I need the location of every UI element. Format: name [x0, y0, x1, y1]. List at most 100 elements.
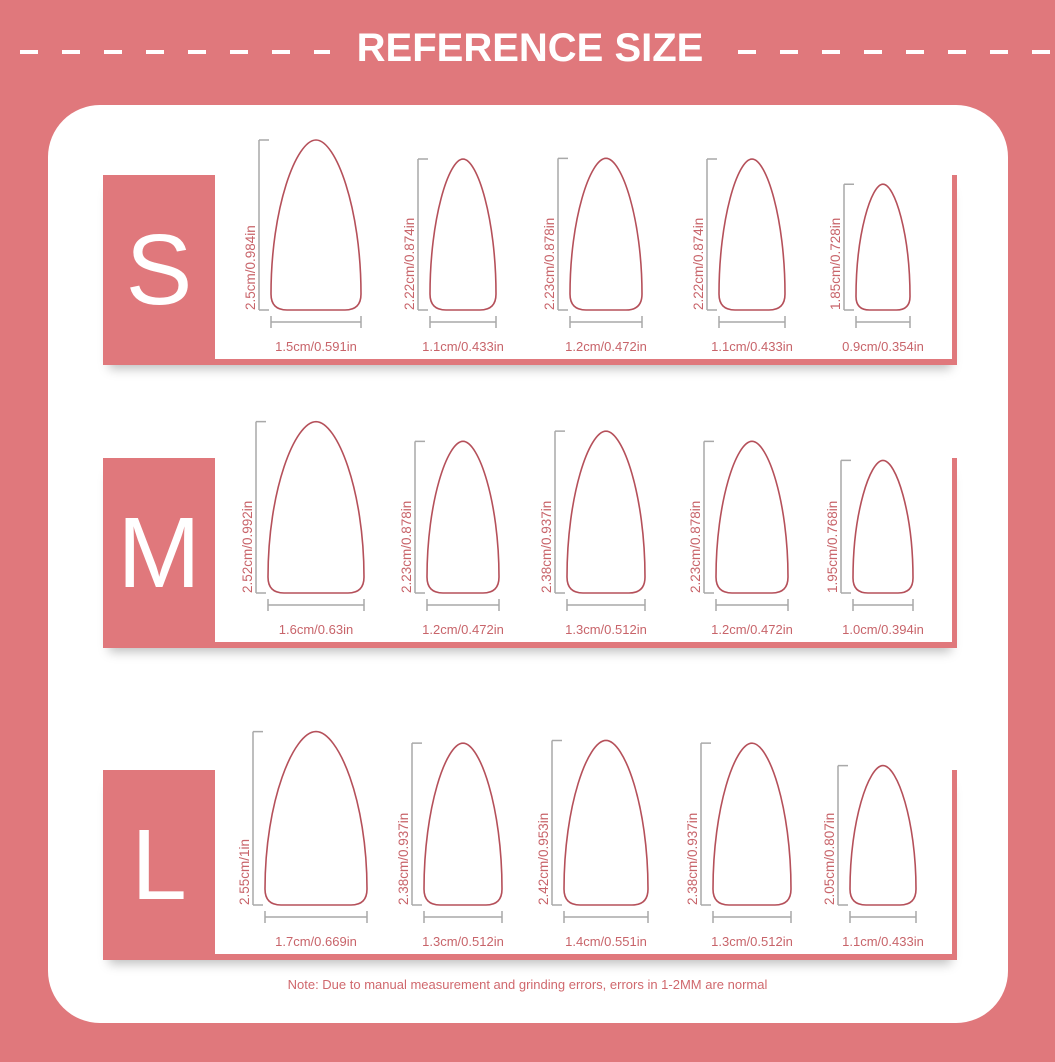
width-label: 1.2cm/0.472in: [711, 622, 793, 637]
width-label: 1.1cm/0.433in: [422, 339, 504, 354]
width-label: 1.2cm/0.472in: [565, 339, 647, 354]
nail-diagram: 2.23cm/0.878in 1.2cm/0.472in: [542, 157, 647, 354]
nail-diagrams: 2.55cm/1in 1.7cm/0.669in 2.38cm/0.937in 1.3…: [237, 730, 924, 949]
width-ruler: [423, 911, 503, 923]
nail-outline: [849, 764, 917, 906]
nail-outline: [270, 139, 362, 311]
length-ruler: [706, 158, 717, 311]
width-ruler: [267, 599, 365, 611]
nail-diagram: 2.23cm/0.878in 1.2cm/0.472in: [688, 440, 793, 637]
width-label: 1.3cm/0.512in: [565, 622, 647, 637]
length-label: 2.23cm/0.878in: [542, 218, 557, 310]
length-ruler: [700, 742, 711, 906]
nail-outline: [569, 157, 643, 311]
length-ruler: [411, 742, 422, 906]
nail-outline: [563, 739, 649, 906]
length-label: 1.85cm/0.728in: [828, 218, 843, 310]
length-ruler: [417, 158, 428, 311]
header: REFERENCE SIZE: [0, 22, 1055, 82]
width-ruler: [712, 911, 792, 923]
length-label: 2.38cm/0.937in: [685, 813, 700, 905]
length-ruler: [557, 157, 568, 311]
length-ruler: [837, 764, 848, 906]
length-label: 2.23cm/0.878in: [399, 501, 414, 593]
nail-outline: [426, 440, 500, 594]
width-ruler: [426, 599, 500, 611]
width-label: 0.9cm/0.354in: [842, 339, 924, 354]
nail-outline: [264, 730, 368, 906]
page-title: REFERENCE SIZE: [356, 26, 704, 70]
width-label: 1.2cm/0.472in: [422, 622, 504, 637]
length-ruler: [252, 730, 263, 906]
width-ruler: [563, 911, 649, 923]
width-ruler: [264, 911, 368, 923]
length-label: 2.05cm/0.807in: [822, 813, 837, 905]
nail-diagrams: 2.5cm/0.984in 1.5cm/0.591in 2.22cm/0.874in…: [243, 139, 924, 354]
length-label: 2.22cm/0.874in: [691, 218, 706, 310]
width-label: 1.1cm/0.433in: [711, 339, 793, 354]
nail-outline: [566, 430, 646, 594]
length-ruler: [554, 430, 565, 594]
nail-diagram: 2.22cm/0.874in 1.1cm/0.433in: [402, 158, 504, 354]
length-ruler: [258, 139, 269, 311]
row-frame: [103, 175, 957, 365]
nail-diagram: 2.55cm/1in 1.7cm/0.669in: [237, 730, 368, 949]
nail-diagram: 2.22cm/0.874in 1.1cm/0.433in: [691, 158, 793, 354]
width-label: 1.4cm/0.551in: [565, 934, 647, 949]
length-label: 2.22cm/0.874in: [402, 218, 417, 310]
nail-diagram: 2.38cm/0.937in 1.3cm/0.512in: [685, 742, 793, 949]
nail-diagram: 2.52cm/0.992in 1.6cm/0.63in: [240, 420, 365, 637]
nail-diagram: 2.38cm/0.937in 1.3cm/0.512in: [396, 742, 504, 949]
nail-outline: [855, 183, 911, 311]
length-label: 1.95cm/0.768in: [825, 501, 840, 593]
nail-diagram: 2.5cm/0.984in 1.5cm/0.591in: [243, 139, 362, 354]
nail-outline: [429, 158, 497, 311]
width-label: 1.5cm/0.591in: [275, 339, 357, 354]
width-label: 1.6cm/0.63in: [279, 622, 353, 637]
nail-outline: [718, 158, 786, 311]
width-label: 1.3cm/0.512in: [711, 934, 793, 949]
dash-divider-left: [20, 50, 330, 54]
length-label: 2.55cm/1in: [237, 839, 252, 905]
size-label: L: [103, 770, 215, 960]
width-ruler: [270, 316, 362, 328]
length-label: 2.38cm/0.937in: [539, 501, 554, 593]
measurement-note: Note: Due to manual measurement and grin…: [287, 977, 768, 992]
width-ruler: [569, 316, 643, 328]
length-ruler: [255, 420, 266, 594]
width-ruler: [852, 599, 914, 611]
length-ruler: [840, 459, 851, 594]
length-ruler: [843, 183, 854, 311]
dash-divider-right: [738, 50, 1055, 54]
row-frame: [103, 458, 957, 648]
width-ruler: [566, 599, 646, 611]
length-label: 2.5cm/0.984in: [243, 225, 258, 310]
length-ruler: [551, 739, 562, 906]
width-ruler: [855, 316, 911, 328]
length-label: 2.38cm/0.937in: [396, 813, 411, 905]
width-ruler: [849, 911, 917, 923]
nail-diagram: 1.95cm/0.768in 1.0cm/0.394in: [825, 459, 924, 637]
size-label: S: [103, 175, 215, 365]
nail-outline: [715, 440, 789, 594]
length-label: 2.23cm/0.878in: [688, 501, 703, 593]
size-label: M: [103, 458, 215, 648]
width-label: 1.7cm/0.669in: [275, 934, 357, 949]
width-ruler: [429, 316, 497, 328]
width-label: 1.0cm/0.394in: [842, 622, 924, 637]
nail-diagram: 2.23cm/0.878in 1.2cm/0.472in: [399, 440, 504, 637]
nail-diagram: 2.42cm/0.953in 1.4cm/0.551in: [536, 739, 649, 949]
width-ruler: [718, 316, 786, 328]
nail-diagram: 1.85cm/0.728in 0.9cm/0.354in: [828, 183, 924, 354]
nail-diagrams: 2.52cm/0.992in 1.6cm/0.63in 2.23cm/0.878in…: [240, 420, 924, 637]
length-ruler: [703, 440, 714, 594]
nail-diagram: 2.05cm/0.807in 1.1cm/0.433in: [822, 764, 924, 949]
nail-outline: [712, 742, 792, 906]
length-ruler: [414, 440, 425, 594]
width-ruler: [715, 599, 789, 611]
width-label: 1.1cm/0.433in: [842, 934, 924, 949]
length-label: 2.52cm/0.992in: [240, 501, 255, 593]
nail-outline: [267, 420, 365, 594]
row-frame: [103, 770, 957, 960]
nail-diagram: 2.38cm/0.937in 1.3cm/0.512in: [539, 430, 647, 637]
